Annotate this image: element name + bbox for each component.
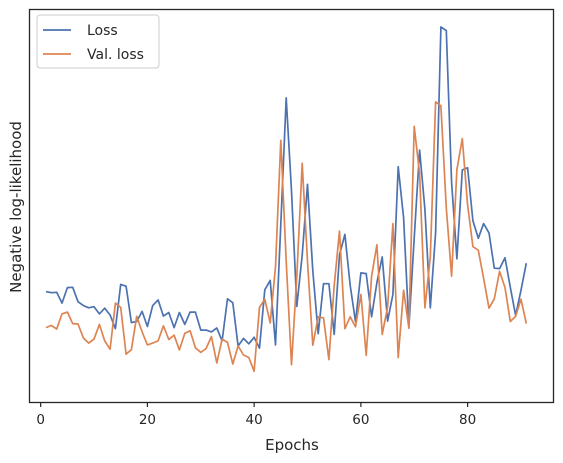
series-line-loss (45, 26, 528, 349)
x-tick-label: 40 (246, 412, 263, 428)
series-layer (45, 26, 528, 373)
x-tick-label: 60 (352, 412, 369, 428)
x-axis-ticks: 0 20 40 60 80 (36, 402, 476, 428)
series-line-val-loss (45, 101, 528, 373)
plot-area-frame (28, 8, 555, 404)
x-tick-label: 0 (36, 412, 45, 428)
legend: Loss Val. loss (36, 14, 160, 69)
legend-label-loss: Loss (87, 23, 118, 39)
x-axis-title: Epochs (265, 436, 319, 454)
y-axis-title: Negative log-likelihood (7, 121, 25, 293)
x-tick-label: 20 (139, 412, 156, 428)
legend-label-val-loss: Val. loss (87, 47, 144, 63)
x-tick-label: 80 (459, 412, 476, 428)
